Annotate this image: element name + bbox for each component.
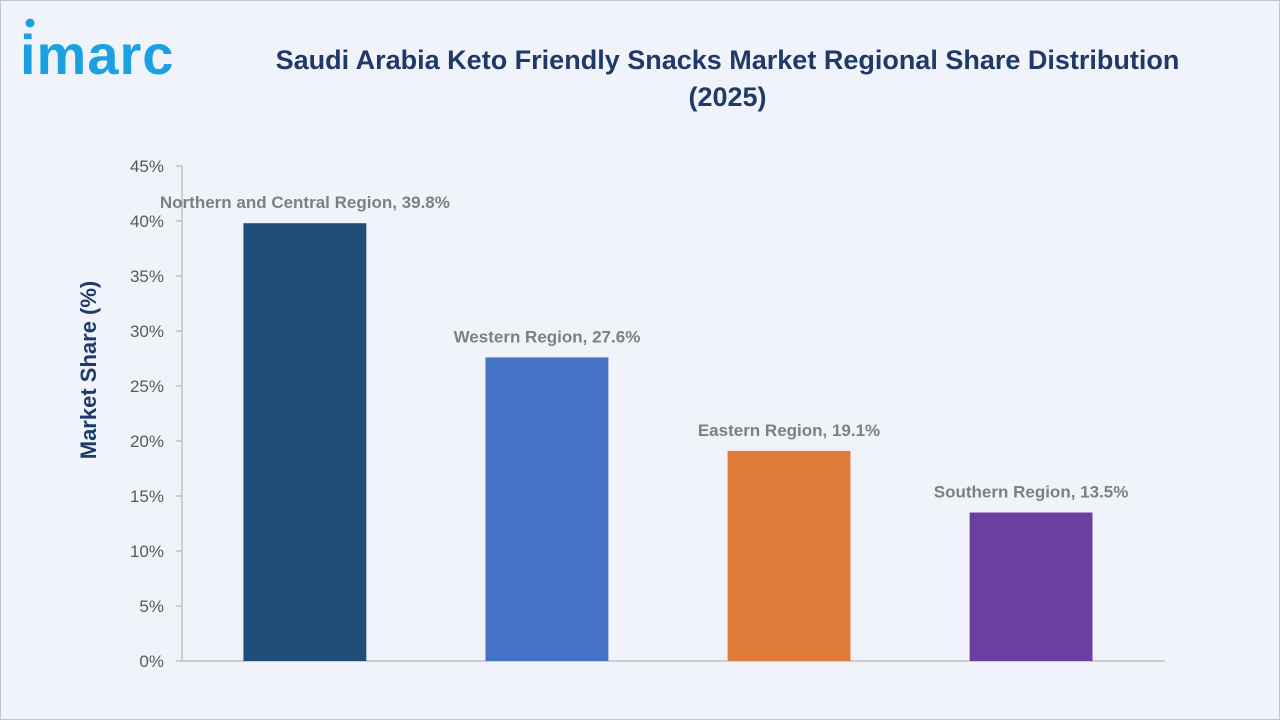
bar-northern-and-central-region: [243, 223, 367, 661]
y-tick-label: 45%: [130, 157, 164, 176]
chart-title: Saudi Arabia Keto Friendly Snacks Market…: [275, 45, 1180, 112]
y-tick-label: 15%: [130, 487, 164, 506]
chart-bars: [243, 223, 1093, 661]
y-tick-label: 10%: [130, 542, 164, 561]
chart-axes: 0% 5% 10% 15% 20% 25% 30% 35% 40% 45%: [130, 157, 1165, 671]
y-tick-label: 30%: [130, 322, 164, 341]
bar-data-label: Southern Region, 13.5%: [934, 483, 1129, 502]
y-tick-label: 25%: [130, 377, 164, 396]
bar-southern-region: [969, 512, 1093, 661]
imarc-logo-mark: imarc: [20, 18, 174, 86]
y-tick-label: 35%: [130, 267, 164, 286]
y-tick-label: 40%: [130, 212, 164, 231]
bar-data-label: Western Region, 27.6%: [454, 327, 641, 346]
imarc-logo: imarc: [20, 18, 174, 86]
y-tick-label: 5%: [139, 597, 164, 616]
y-tick-label: 20%: [130, 432, 164, 451]
bar-eastern-region: [727, 450, 851, 661]
bar-data-label: Northern and Central Region, 39.8%: [160, 193, 450, 212]
logo-text: imarc: [20, 23, 174, 86]
chart-data-labels: Northern and Central Region, 39.8% Wester…: [160, 193, 1128, 501]
y-tick-label: 0%: [139, 652, 164, 671]
y-axis-title: Market Share (%): [76, 281, 101, 460]
bar-western-region: [485, 357, 609, 661]
bar-data-label: Eastern Region, 19.1%: [698, 421, 880, 440]
